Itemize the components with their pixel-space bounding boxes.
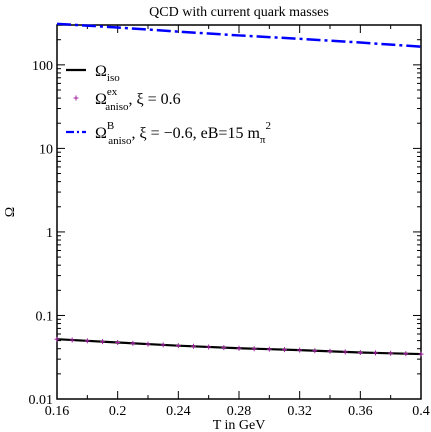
axis-ticks: 0.16 0.2 0.24 0.28 0.32 0.36 0.4 0.01 0.1 1 10 100 xyxy=(29,24,430,419)
x-tick-label: 0.32 xyxy=(287,404,312,419)
data-point xyxy=(297,347,303,353)
y-tick-label: 1 xyxy=(46,226,53,241)
legend-label: ΩB aniso, ξ = −0.6, eB=15 mπ2 xyxy=(95,120,271,147)
data-point xyxy=(160,342,166,348)
x-tick-label: 0.2 xyxy=(109,404,127,419)
data-point xyxy=(403,351,409,357)
x-tick-label: 0.24 xyxy=(166,404,191,419)
x-tick-label: 0.36 xyxy=(348,404,373,419)
data-point xyxy=(84,338,90,344)
data-point xyxy=(145,341,151,347)
x-tick-label: 0.16 xyxy=(45,404,70,419)
legend-label: Ωex aniso, ξ = 0.6 xyxy=(95,86,181,113)
y-tick-label: 10 xyxy=(39,142,53,157)
y-axis-title: Ω xyxy=(3,207,18,217)
data-point xyxy=(312,348,318,354)
data-point xyxy=(327,348,333,354)
data-point xyxy=(130,340,136,346)
y-tick-label: 100 xyxy=(32,59,53,74)
legend-label: Ωiso xyxy=(95,63,120,84)
data-point xyxy=(206,344,212,350)
data-point xyxy=(54,336,60,342)
data-point xyxy=(418,351,424,357)
x-tick-label: 0.28 xyxy=(227,404,252,419)
y-tick-label: 0.1 xyxy=(36,309,54,324)
data-point xyxy=(266,346,272,352)
y-tick-label: 0.01 xyxy=(29,393,54,408)
data-point xyxy=(115,339,121,345)
data-point xyxy=(373,350,378,356)
data-point xyxy=(342,349,348,355)
series-layer xyxy=(54,22,424,357)
x-axis-title: T in GeV xyxy=(213,418,266,432)
data-point xyxy=(236,345,242,351)
x-tick-label: 0.4 xyxy=(412,404,430,419)
data-point xyxy=(388,350,394,356)
data-point xyxy=(100,339,105,345)
data-point xyxy=(357,350,363,356)
data-point xyxy=(175,343,181,349)
series-line-2 xyxy=(56,22,422,48)
data-point xyxy=(191,343,196,349)
data-point xyxy=(221,345,227,351)
data-point xyxy=(282,347,287,353)
data-point xyxy=(251,346,257,352)
data-point xyxy=(69,337,75,343)
chart-title: QCD with current quark masses xyxy=(149,5,329,20)
